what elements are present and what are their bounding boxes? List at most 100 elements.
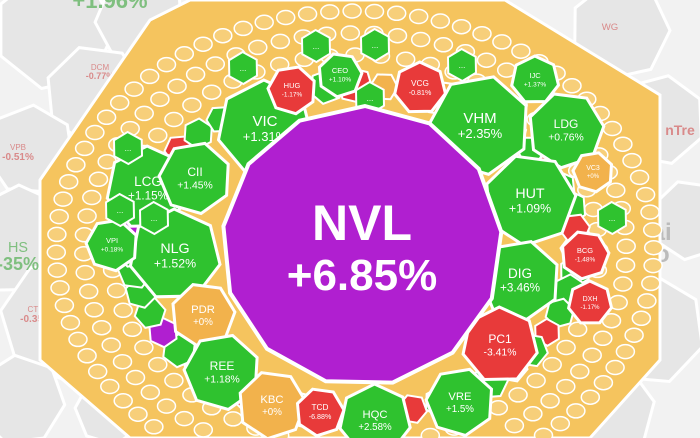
frame-small-cell bbox=[430, 13, 451, 29]
frame-small-cell bbox=[77, 348, 97, 364]
stock-cell-shape bbox=[138, 200, 170, 236]
stock-cell-ticker: HQC bbox=[363, 409, 388, 421]
stock-cell-change: -1.17% bbox=[580, 305, 600, 311]
frame-small-cell bbox=[580, 389, 601, 405]
stock-cell-ticker: VCG bbox=[411, 79, 429, 88]
stock-cell-dig[interactable]: DIG+3.46% bbox=[478, 240, 559, 322]
frame-small-cell bbox=[139, 68, 160, 85]
unlabelled-stock-cell[interactable]: ... bbox=[446, 47, 478, 83]
frame-small-cell bbox=[556, 378, 576, 395]
frame-small-cell bbox=[122, 321, 143, 338]
stock-cell-dxh[interactable]: DXH -1.17% bbox=[566, 279, 614, 325]
frame-small-cell bbox=[472, 25, 492, 42]
stock-cell-ceo[interactable]: CEO +1.10% bbox=[317, 52, 364, 99]
frame-small-cell bbox=[641, 275, 661, 292]
stock-cell-ree[interactable]: REE+1.18% bbox=[182, 333, 259, 412]
stock-cell-ticker: LDG bbox=[554, 117, 579, 131]
stock-cell-change: +1.10% bbox=[329, 77, 351, 84]
stock-cell-ticker: BCG bbox=[577, 246, 593, 255]
frame-small-cell bbox=[201, 84, 222, 100]
frame-small-cell bbox=[605, 359, 625, 376]
stock-cell-ticker: IJC bbox=[529, 71, 541, 80]
frame-small-cell bbox=[613, 136, 633, 152]
stock-cell-kbc[interactable]: KBC+0% bbox=[238, 371, 308, 438]
unlabelled-stock-cell[interactable]: ... bbox=[596, 200, 628, 236]
stock-cell-vre[interactable]: VRE+1.5% bbox=[424, 367, 494, 438]
unlabelled-stock-cell[interactable]: ... bbox=[104, 192, 136, 228]
frame-small-cell bbox=[164, 372, 184, 389]
stock-cell-change: +2.35% bbox=[458, 126, 503, 141]
background-tile-ticker: DCM bbox=[91, 63, 110, 72]
frame-small-cell bbox=[508, 387, 528, 403]
stock-cell-shape bbox=[393, 60, 448, 114]
frame-small-cell bbox=[640, 204, 660, 220]
stock-cell-change: -1.48% bbox=[575, 257, 596, 264]
frame-small-cell bbox=[410, 31, 431, 48]
unlabelled-stock-cell[interactable]: ... bbox=[138, 200, 170, 236]
frame-small-cell bbox=[193, 422, 214, 438]
unlabelled-stock-cell[interactable]: ... bbox=[112, 130, 144, 166]
frame-small-cell bbox=[88, 171, 109, 188]
stock-cell-hqc[interactable]: HQC+2.58% bbox=[338, 382, 412, 438]
stock-cell-ldg[interactable]: LDG+0.76% bbox=[528, 92, 606, 170]
frame-small-cell bbox=[66, 157, 86, 173]
frame-small-cell bbox=[91, 319, 112, 336]
stock-cell-vcg[interactable]: VCG-0.81% bbox=[393, 60, 448, 114]
stock-cell-change: +1.18% bbox=[204, 374, 240, 385]
stock-cell-ticker: PDR bbox=[191, 304, 215, 316]
stock-cell-change: +2.58% bbox=[358, 422, 392, 433]
background-tile-change: -35% bbox=[0, 254, 39, 274]
frame-small-cell bbox=[77, 208, 97, 224]
frame-small-cell bbox=[100, 378, 120, 395]
background-tile-change: -0.51% bbox=[2, 152, 34, 163]
frame-small-cell bbox=[476, 52, 497, 68]
stock-cell-shape bbox=[561, 230, 611, 281]
unlabelled-stock-cell[interactable]: ... bbox=[227, 50, 259, 86]
stock-cell-ticker: VRE bbox=[448, 391, 472, 403]
stock-cell-ticker: VIC bbox=[252, 113, 277, 130]
frame-small-cell bbox=[134, 105, 154, 122]
frame-small-cell bbox=[50, 280, 70, 296]
unlabelled-stock-cell[interactable]: ... bbox=[300, 28, 332, 64]
stock-cell-bcg[interactable]: BCG -1.48% bbox=[561, 230, 611, 281]
frame-small-cell bbox=[75, 264, 95, 281]
stock-cell-cii[interactable]: CII+1.45% bbox=[157, 141, 230, 216]
frame-small-cell bbox=[46, 244, 67, 261]
frame-small-cell bbox=[340, 25, 361, 41]
stock-cell-hug[interactable]: HUG -1.17% bbox=[266, 65, 316, 116]
frame-small-cell bbox=[387, 27, 408, 44]
stock-cell-vpi[interactable]: VPI +0.18% bbox=[84, 218, 138, 273]
stock-cell-change: -0.81% bbox=[409, 89, 432, 97]
background-tile-change: +1.96% bbox=[72, 0, 147, 13]
frame-small-cell bbox=[542, 356, 562, 373]
stock-cell-vc3[interactable]: VC3+0% bbox=[571, 151, 614, 194]
stock-cell-change: +0% bbox=[262, 407, 282, 418]
frame-small-cell bbox=[511, 43, 531, 59]
stock-cell-ticker: LCG bbox=[134, 174, 162, 189]
stock-cell-tcd[interactable]: TCD-6.88% bbox=[295, 387, 346, 438]
frame-small-cell bbox=[637, 293, 657, 309]
frame-small-cell bbox=[174, 46, 195, 62]
stock-cell-ijc[interactable]: IJC +1.37% bbox=[510, 54, 561, 104]
frame-small-cell bbox=[566, 403, 586, 419]
frame-small-cell bbox=[205, 56, 226, 72]
stock-cell-nvl[interactable]: NVL+6.85% bbox=[221, 103, 504, 385]
frame-small-cell bbox=[113, 302, 133, 319]
frame-small-cell bbox=[615, 343, 636, 360]
stock-cell-ticker: DIG bbox=[508, 266, 532, 281]
frame-small-cell bbox=[629, 169, 650, 186]
frame-small-cell bbox=[60, 314, 81, 331]
focus-layer: NVL+6.85% bbox=[221, 103, 504, 385]
stock-cell-shape bbox=[571, 151, 614, 194]
background-tile bbox=[0, 353, 67, 438]
stock-cell-shape bbox=[596, 200, 628, 236]
stock-cell-shape bbox=[338, 382, 412, 438]
stock-cell-ellipsis: ... bbox=[313, 42, 320, 51]
unlabelled-stock-cell[interactable]: ... bbox=[359, 27, 391, 63]
frame-small-cell bbox=[213, 27, 233, 44]
stock-cell-shape bbox=[295, 387, 346, 438]
frame-small-cell bbox=[58, 173, 79, 190]
stock-cell-ticker: HUG bbox=[284, 81, 301, 90]
